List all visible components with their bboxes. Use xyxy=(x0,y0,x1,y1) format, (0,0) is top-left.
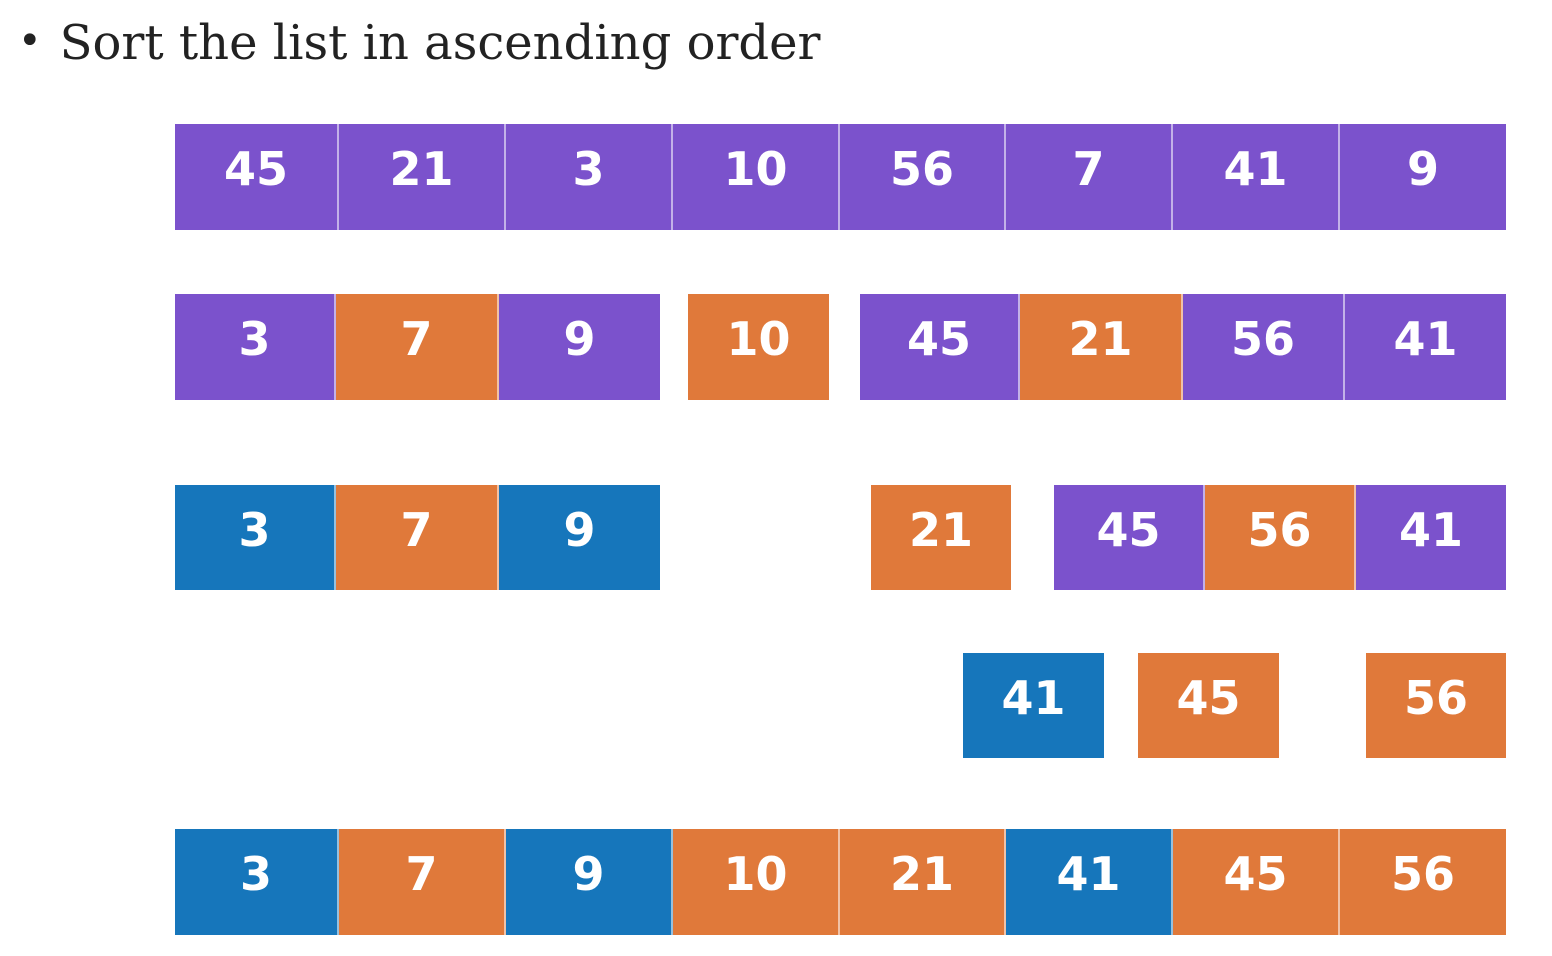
cell-value: 10 xyxy=(726,312,791,366)
row-partition-2-cell: 21 xyxy=(871,485,1011,590)
cell-value: 3 xyxy=(572,142,605,196)
cell-value: 3 xyxy=(238,502,271,557)
row-partition-2-cell: 45 xyxy=(1054,485,1205,590)
row-partition-3-cell: 41 xyxy=(963,653,1104,758)
cell-value: 45 xyxy=(223,142,288,196)
row-original-cell: 41 xyxy=(1173,124,1340,230)
row-partition-2-cell: 9 xyxy=(499,485,660,590)
cell-value: 10 xyxy=(723,142,788,196)
cell-value: 9 xyxy=(1406,142,1439,196)
row-partition-1-cell: 3 xyxy=(175,294,336,400)
row-original-cell: 10 xyxy=(673,124,840,230)
row-partition-2-cell: 41 xyxy=(1356,485,1506,590)
cell-value: 21 xyxy=(389,142,454,196)
row-original-cell: 45 xyxy=(175,124,339,230)
cell-value: 9 xyxy=(563,502,596,557)
cell-value: 9 xyxy=(572,847,605,901)
row-partition-2-cell: 3 xyxy=(175,485,336,590)
cell-value: 7 xyxy=(405,847,438,901)
cell-value: 21 xyxy=(889,847,954,901)
title-line: • Sort the list in ascending order xyxy=(18,8,821,78)
row-partition-3-cell: 56 xyxy=(1366,653,1506,758)
row-original-cell: 7 xyxy=(1006,124,1173,230)
row-sorted-cell: 56 xyxy=(1340,829,1506,935)
cell-value: 41 xyxy=(1223,142,1288,196)
row-partition-2-cell: 56 xyxy=(1205,485,1356,590)
row-partition-1-cell: 45 xyxy=(860,294,1020,400)
cell-value: 3 xyxy=(238,312,271,366)
row-partition-1-cell: 41 xyxy=(1345,294,1506,400)
cell-value: 7 xyxy=(1072,142,1105,196)
row-sorted-cell: 10 xyxy=(673,829,840,935)
row-original-cell: 56 xyxy=(840,124,1006,230)
cell-value: 56 xyxy=(1230,312,1295,366)
row-sorted-cell: 45 xyxy=(1173,829,1340,935)
row-sorted-cell: 3 xyxy=(175,829,339,935)
cell-value: 7 xyxy=(400,312,433,366)
cell-value: 45 xyxy=(1223,847,1288,901)
row-sorted-cell: 21 xyxy=(840,829,1006,935)
cell-value: 21 xyxy=(1068,312,1133,366)
cell-value: 45 xyxy=(1096,502,1161,557)
cell-value: 10 xyxy=(723,847,788,901)
row-partition-1-cell: 21 xyxy=(1020,294,1183,400)
row-partition-1-cell: 10 xyxy=(688,294,829,400)
row-sorted-cell: 7 xyxy=(339,829,506,935)
cell-value: 45 xyxy=(906,312,971,366)
cell-value: 3 xyxy=(239,847,272,901)
title-text: Sort the list in ascending order xyxy=(59,15,821,71)
row-partition-1-cell: 56 xyxy=(1183,294,1345,400)
cell-value: 41 xyxy=(1393,312,1458,366)
row-partition-3-cell: 45 xyxy=(1138,653,1279,758)
row-partition-1-cell: 9 xyxy=(499,294,660,400)
row-sorted-cell: 41 xyxy=(1006,829,1173,935)
cell-value: 45 xyxy=(1176,670,1241,725)
cell-value: 41 xyxy=(1001,670,1066,725)
row-partition-2-cell: 7 xyxy=(336,485,499,590)
cell-value: 41 xyxy=(1056,847,1121,901)
cell-value: 56 xyxy=(1403,670,1468,725)
cell-value: 21 xyxy=(908,502,973,557)
row-original-cell: 9 xyxy=(1340,124,1506,230)
row-partition-1-cell: 7 xyxy=(336,294,499,400)
cell-value: 7 xyxy=(400,502,433,557)
cell-value: 56 xyxy=(889,142,954,196)
cell-value: 41 xyxy=(1398,502,1463,557)
cell-value: 56 xyxy=(1390,847,1455,901)
row-original-cell: 21 xyxy=(339,124,506,230)
cell-value: 56 xyxy=(1247,502,1312,557)
row-sorted-cell: 9 xyxy=(506,829,673,935)
bullet-icon: • xyxy=(18,18,42,64)
cell-value: 9 xyxy=(563,312,596,366)
row-original-cell: 3 xyxy=(506,124,673,230)
